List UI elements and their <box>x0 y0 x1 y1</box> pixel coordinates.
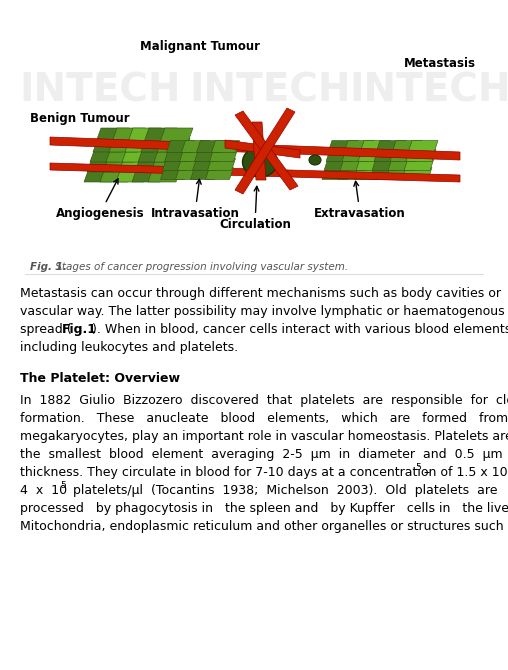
Polygon shape <box>206 168 234 180</box>
Text: 5: 5 <box>415 463 421 472</box>
Text: Metastasis: Metastasis <box>404 57 476 70</box>
Polygon shape <box>148 168 181 182</box>
Text: Circulation: Circulation <box>219 186 291 231</box>
Text: Benign Tumour: Benign Tumour <box>30 112 130 125</box>
Polygon shape <box>141 138 174 152</box>
Text: In  1882  Giulio  Bizzozero  discovered  that  platelets  are  responsible  for : In 1882 Giulio Bizzozero discovered that… <box>20 394 508 407</box>
Polygon shape <box>96 128 129 142</box>
Polygon shape <box>406 149 436 161</box>
Polygon shape <box>342 149 372 161</box>
Polygon shape <box>119 158 152 172</box>
Polygon shape <box>358 149 388 161</box>
Polygon shape <box>179 149 207 161</box>
Text: ). When in blood, cancer cells interact with various blood elements: ). When in blood, cancer cells interact … <box>92 323 508 336</box>
Text: Metastasis can occur through different mechanisms such as body cavities or: Metastasis can occur through different m… <box>20 287 501 300</box>
Text: –: – <box>420 466 430 479</box>
Polygon shape <box>87 158 120 172</box>
Polygon shape <box>161 168 188 180</box>
Text: INTECH: INTECH <box>19 71 181 109</box>
Polygon shape <box>132 168 165 182</box>
Text: Fig.1: Fig.1 <box>62 323 97 336</box>
Text: Mitochondria, endoplasmic reticulum and other organelles or structures such as: Mitochondria, endoplasmic reticulum and … <box>20 520 508 533</box>
Text: Intravasation: Intravasation <box>150 180 239 220</box>
Polygon shape <box>344 141 374 153</box>
Polygon shape <box>390 149 420 161</box>
Polygon shape <box>190 168 218 180</box>
Polygon shape <box>116 168 149 182</box>
Polygon shape <box>340 159 370 170</box>
Text: vascular way. The latter possibility may involve lymphatic or haematogenous: vascular way. The latter possibility may… <box>20 305 504 318</box>
Polygon shape <box>100 168 133 182</box>
Text: Extravasation: Extravasation <box>314 182 406 220</box>
Polygon shape <box>128 128 161 142</box>
Polygon shape <box>356 159 386 170</box>
Polygon shape <box>160 128 193 142</box>
Text: 5: 5 <box>60 481 66 490</box>
Polygon shape <box>193 159 220 170</box>
Polygon shape <box>324 159 354 170</box>
Polygon shape <box>177 159 206 170</box>
Text: INTECH: INTECH <box>189 71 351 109</box>
Polygon shape <box>90 148 123 162</box>
Polygon shape <box>50 137 460 160</box>
Polygon shape <box>338 168 368 180</box>
Polygon shape <box>125 138 158 152</box>
Text: thickness. They circulate in blood for 7-10 days at a concentration of 1.5 x 10: thickness. They circulate in blood for 7… <box>20 466 507 479</box>
Polygon shape <box>93 138 126 152</box>
Text: the  smallest  blood  element  averaging  2-5  μm  in  diameter  and  0.5  μm  i: the smallest blood element averaging 2-5… <box>20 448 508 461</box>
Polygon shape <box>175 168 204 180</box>
Polygon shape <box>154 148 187 162</box>
Text: including leukocytes and platelets.: including leukocytes and platelets. <box>20 341 238 354</box>
Polygon shape <box>122 148 155 162</box>
Polygon shape <box>354 168 384 180</box>
Polygon shape <box>326 149 356 161</box>
Text: megakaryocytes, play an important role in vascular homeostasis. Platelets are: megakaryocytes, play an important role i… <box>20 430 508 443</box>
Polygon shape <box>370 168 400 180</box>
Text: formation.   These   anucleate   blood   elements,   which   are   formed   from: formation. These anucleate blood element… <box>20 412 508 425</box>
Polygon shape <box>106 148 139 162</box>
Polygon shape <box>50 163 460 182</box>
Polygon shape <box>144 128 177 142</box>
Polygon shape <box>235 111 298 190</box>
Text: Fig. 1.: Fig. 1. <box>30 262 67 272</box>
Polygon shape <box>138 148 171 162</box>
Polygon shape <box>386 168 416 180</box>
Polygon shape <box>103 158 136 172</box>
Polygon shape <box>235 108 295 194</box>
Polygon shape <box>195 149 223 161</box>
Polygon shape <box>402 168 432 180</box>
Polygon shape <box>163 159 190 170</box>
Ellipse shape <box>242 147 277 177</box>
Text: Malignant Tumour: Malignant Tumour <box>140 40 260 53</box>
Polygon shape <box>157 138 190 152</box>
Text: spread (: spread ( <box>20 323 72 336</box>
Polygon shape <box>225 140 300 158</box>
Polygon shape <box>404 159 434 170</box>
Polygon shape <box>328 141 358 153</box>
Polygon shape <box>167 141 195 153</box>
Polygon shape <box>392 141 422 153</box>
Polygon shape <box>322 168 352 180</box>
Polygon shape <box>207 159 236 170</box>
Polygon shape <box>372 159 402 170</box>
Polygon shape <box>135 158 168 172</box>
Polygon shape <box>388 159 418 170</box>
Polygon shape <box>151 158 184 172</box>
Polygon shape <box>109 138 142 152</box>
Polygon shape <box>376 141 406 153</box>
Polygon shape <box>165 149 193 161</box>
Text: processed   by phagocytosis in   the spleen and   by Kupffer   cells in   the li: processed by phagocytosis in the spleen … <box>20 502 508 515</box>
Polygon shape <box>197 141 225 153</box>
Polygon shape <box>252 122 266 180</box>
Text: platelets/μl  (Tocantins  1938;  Michelson  2003).  Old  platelets  are: platelets/μl (Tocantins 1938; Michelson … <box>65 484 497 497</box>
Polygon shape <box>181 141 209 153</box>
Polygon shape <box>374 149 404 161</box>
Polygon shape <box>112 128 145 142</box>
Text: Stages of cancer progression involving vascular system.: Stages of cancer progression involving v… <box>52 262 348 272</box>
Ellipse shape <box>309 155 321 165</box>
Text: 4  x  10: 4 x 10 <box>20 484 67 497</box>
Text: Angiogenesis: Angiogenesis <box>56 179 144 220</box>
Polygon shape <box>360 141 390 153</box>
Text: INTECH: INTECH <box>350 71 508 109</box>
